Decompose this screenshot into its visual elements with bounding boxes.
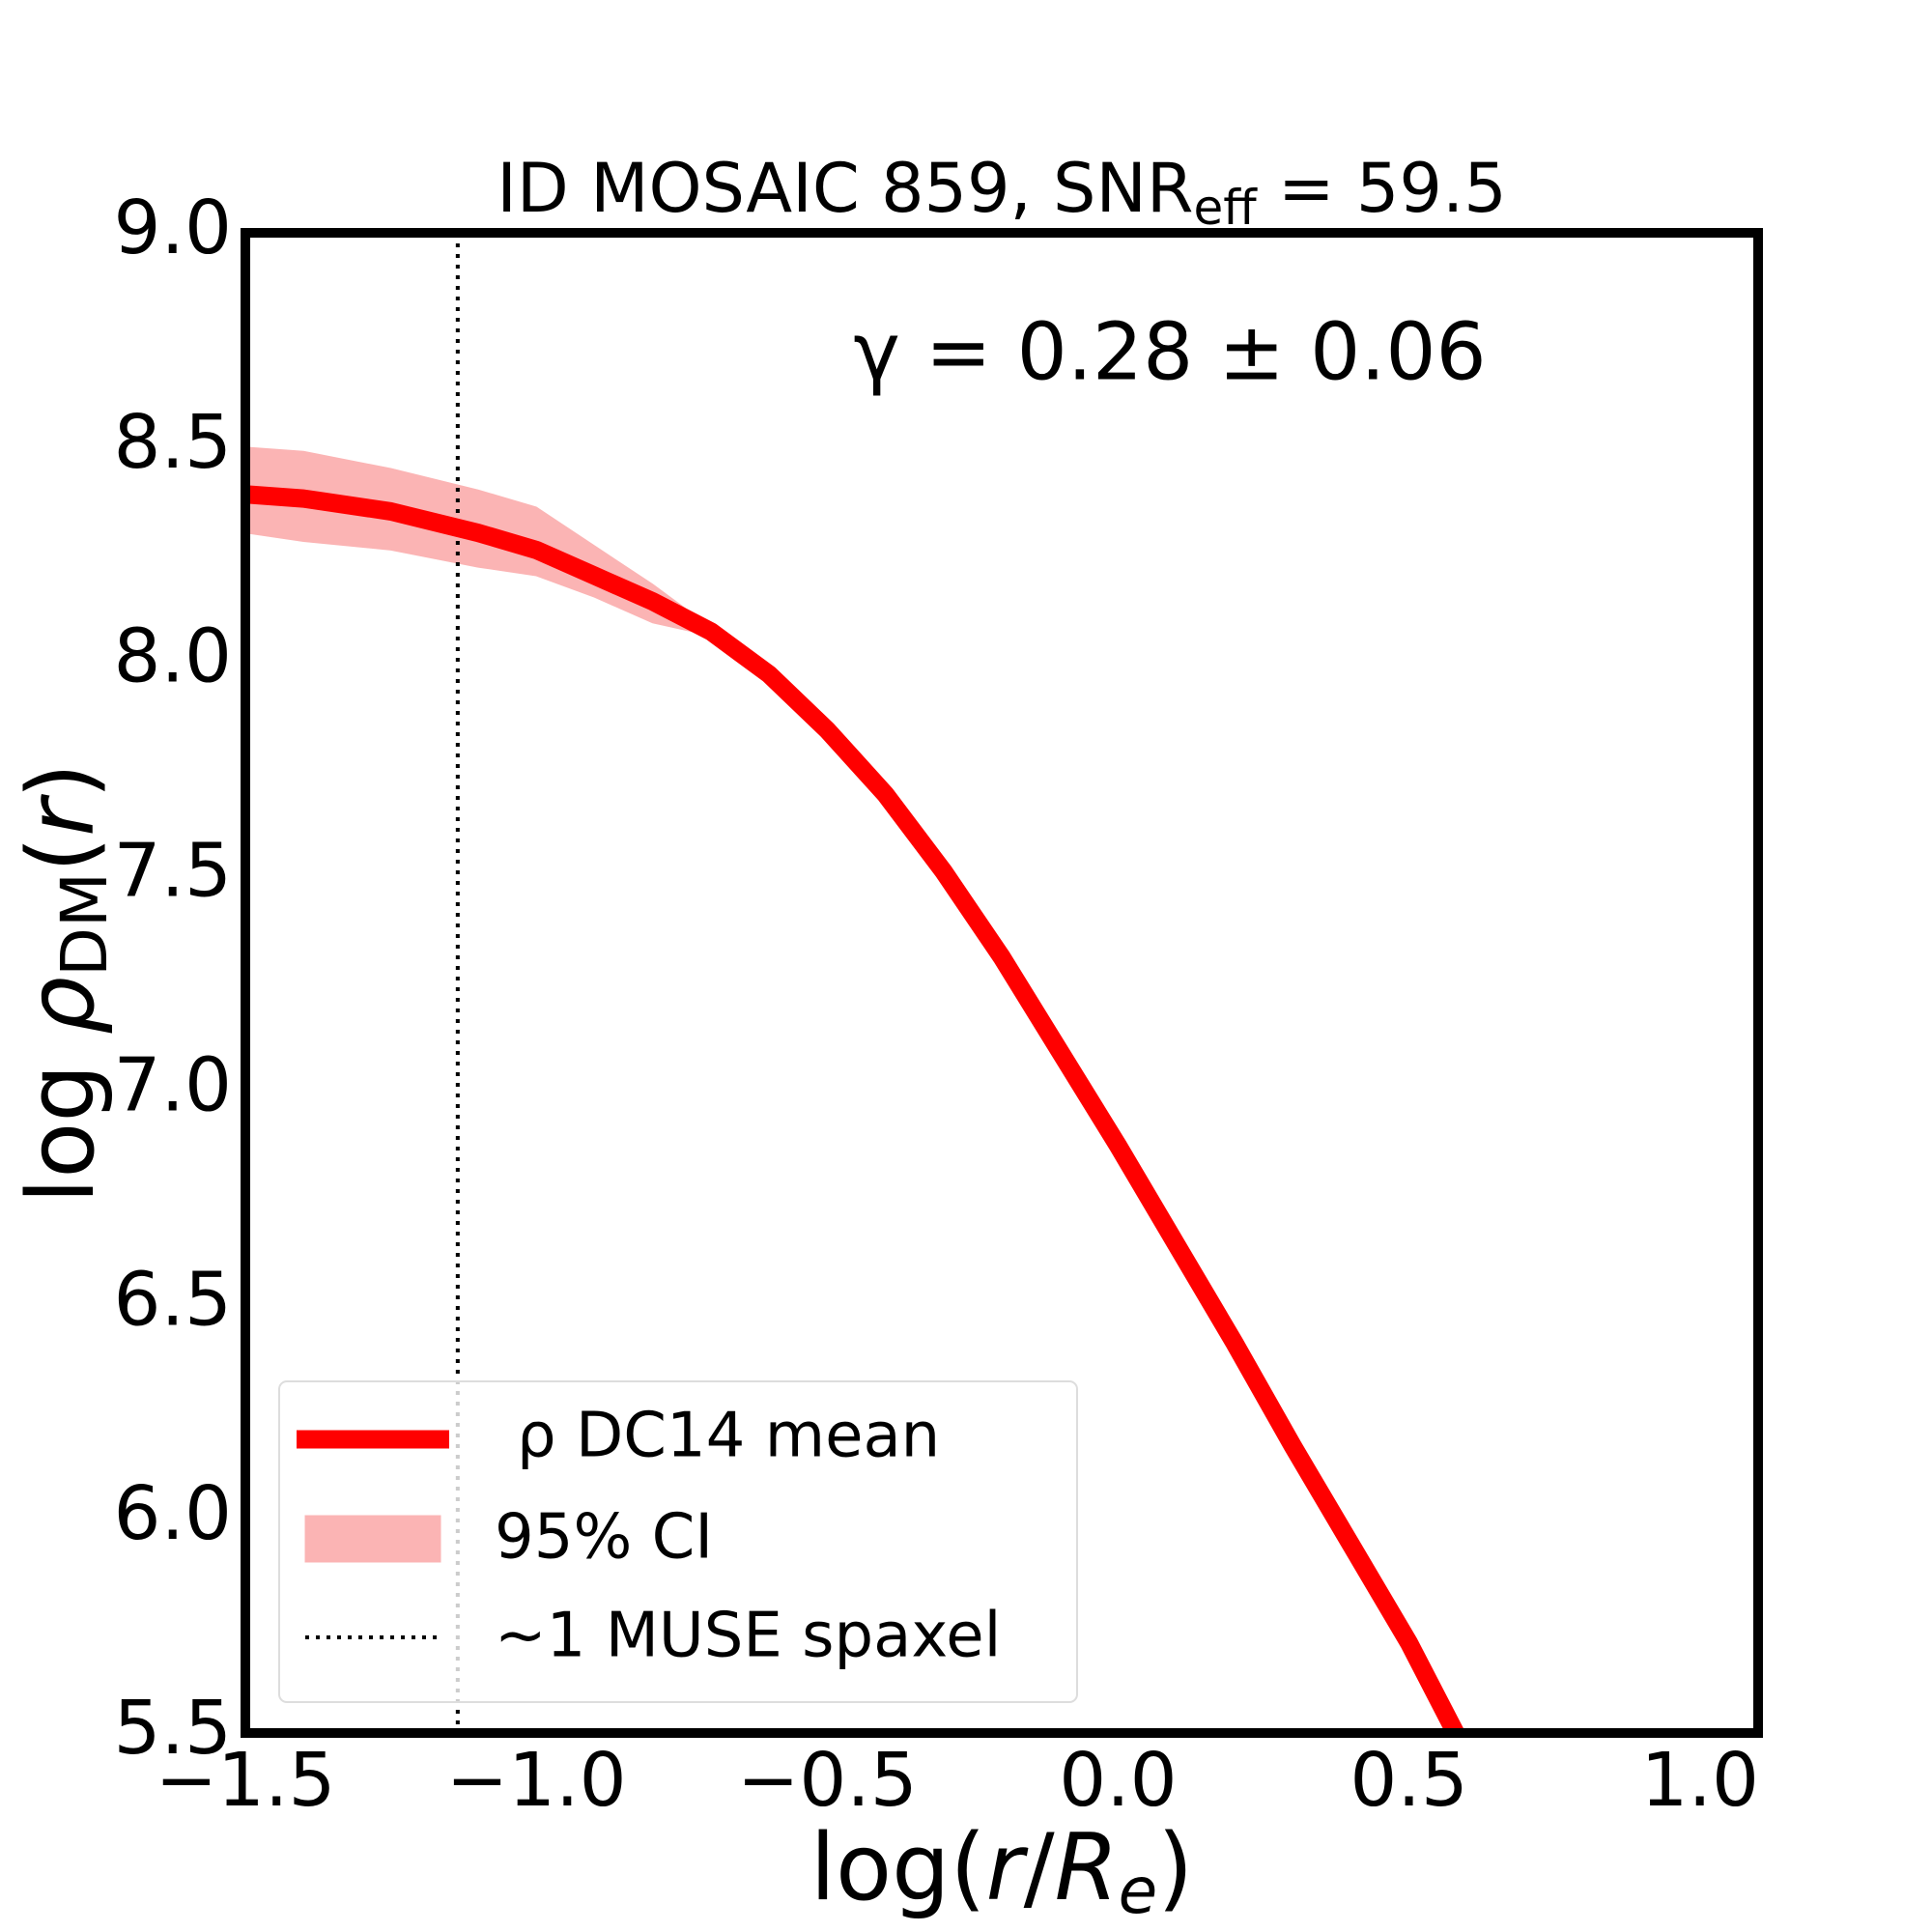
legend-label: ρ DC14 mean — [517, 1401, 940, 1472]
xlabel-part: r — [986, 1815, 1029, 1921]
xlabel-part: ) — [1157, 1815, 1193, 1921]
chart-title: ID MOSAIC 859, SNReff = 59.5 — [497, 149, 1506, 235]
mean-line — [245, 485, 1464, 1733]
plot-area — [245, 233, 1464, 1733]
x-tick-label: 0.5 — [1350, 1738, 1467, 1824]
y-tick-label: 8.0 — [114, 614, 232, 700]
x-tick-label: 0.0 — [1059, 1738, 1177, 1824]
y-tick-label: 7.5 — [114, 829, 232, 915]
x-tick-label: 1.0 — [1641, 1738, 1759, 1824]
x-axis-label: log(r/Re) — [810, 1815, 1194, 1928]
x-tick-label: −0.5 — [737, 1738, 918, 1824]
legend-label: ~1 MUSE spaxel — [495, 1601, 1001, 1672]
xlabel-part: R — [1055, 1815, 1119, 1921]
legend: ρ DC14 mean 95% CI ~1 MUSE spaxel — [278, 1380, 1078, 1703]
title-sub: eff — [1194, 180, 1259, 236]
legend-label: 95% CI — [495, 1502, 713, 1574]
y-tick-label: 9.0 — [114, 185, 232, 271]
y-tick-label: 8.5 — [114, 400, 232, 486]
xlabel-sub: e — [1119, 1854, 1158, 1928]
x-tick-label: −1.0 — [446, 1738, 627, 1824]
legend-swatch — [304, 1515, 441, 1563]
ylabel-part: ( — [9, 837, 115, 872]
xlabel-part: / — [1024, 1815, 1055, 1921]
plot-frame — [241, 228, 1763, 1738]
ylabel-sub: DM — [47, 872, 122, 977]
y-tick-label: 5.5 — [114, 1686, 232, 1772]
y-tick-label: 6.5 — [114, 1257, 232, 1343]
y-tick-label: 6.0 — [114, 1471, 232, 1557]
xlabel-part: log( — [810, 1815, 986, 1921]
y-axis-label: log ρDM(r) — [9, 763, 122, 1204]
ylabel-part: r — [9, 794, 115, 837]
title-part: = 59.5 — [1257, 149, 1507, 228]
legend-box — [278, 1380, 1078, 1703]
ylabel-part: ρ — [9, 977, 115, 1035]
ylabel-part: ) — [9, 763, 115, 799]
title-part: ID MOSAIC 859, SNR — [497, 149, 1193, 228]
annotation: γ = 0.28 ± 0.06 — [853, 306, 1486, 398]
ylabel-part: log — [9, 1035, 115, 1204]
x-tick-label: −1.5 — [156, 1738, 336, 1824]
y-tick-label: 7.0 — [114, 1042, 232, 1128]
